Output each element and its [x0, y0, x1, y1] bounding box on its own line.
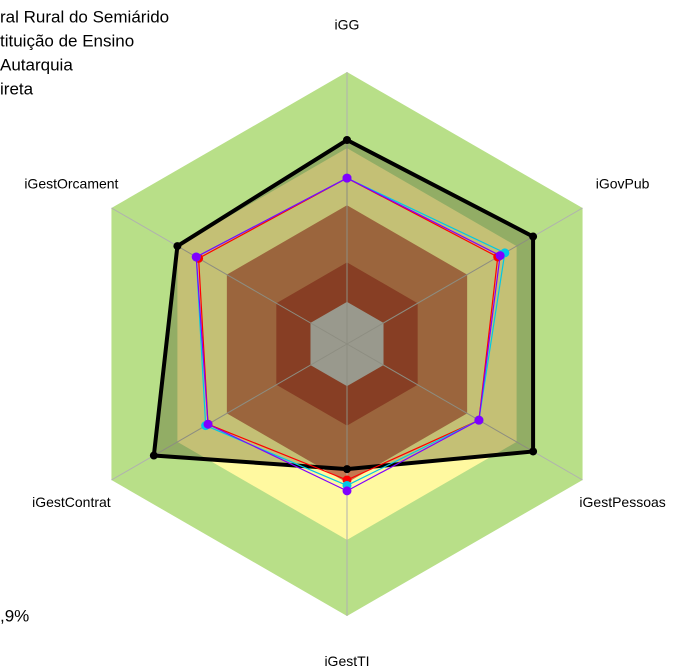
series-point	[343, 465, 351, 474]
series-point	[149, 451, 158, 460]
spoke	[111, 207, 348, 345]
axis-label: iGestContrat	[32, 494, 111, 510]
axis-label: iGestTI	[324, 653, 369, 669]
series-point	[203, 419, 213, 429]
series-point	[474, 415, 484, 425]
series-point	[529, 232, 538, 241]
legend-label: tituição de Ensino	[0, 31, 134, 50]
footnote: ,9%	[0, 606, 29, 625]
spoke	[346, 207, 583, 345]
legend-label: ral Rural do Semiárido	[0, 7, 169, 26]
series-point	[173, 242, 182, 251]
series-point	[529, 447, 538, 456]
axis-label: iGG	[335, 16, 360, 32]
spoke	[346, 343, 583, 481]
axis-label: iGovPub	[596, 176, 650, 192]
series-point	[342, 486, 352, 496]
legend-label: Autarquia	[0, 55, 73, 74]
legend-label: ireta	[0, 79, 34, 98]
series-point	[343, 136, 351, 144]
axis-label: iGestOrcament	[24, 176, 118, 192]
series-point	[191, 252, 201, 262]
series-point	[342, 173, 352, 183]
series-point	[495, 251, 505, 261]
axis-label: iGestPessoas	[579, 494, 665, 510]
